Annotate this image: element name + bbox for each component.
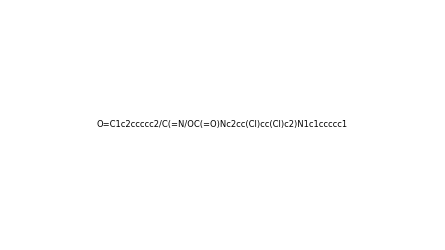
Text: O=C1c2ccccc2/C(=N/OC(=O)Nc2cc(Cl)cc(Cl)c2)N1c1ccccc1: O=C1c2ccccc2/C(=N/OC(=O)Nc2cc(Cl)cc(Cl)c… — [97, 120, 348, 130]
